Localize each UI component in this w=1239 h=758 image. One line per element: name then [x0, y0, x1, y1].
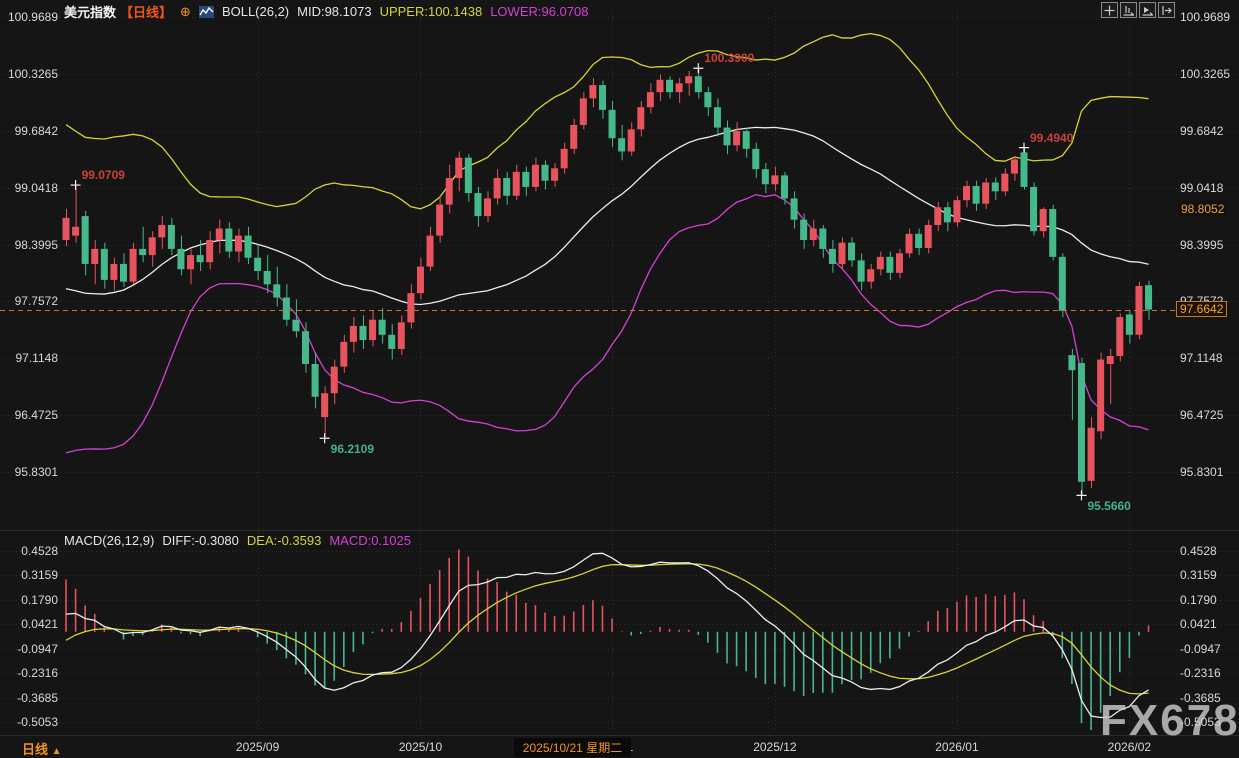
- period-selector[interactable]: 日线 ▲: [22, 739, 62, 758]
- x-axis-month-label: 2026/01: [935, 740, 979, 754]
- crosshair-date-badge: 2025/10/21 星期二: [514, 738, 631, 757]
- main-y-axis-label-left: 100.9689: [7, 10, 58, 24]
- macd-macd-value: MACD:0.1025: [329, 533, 411, 548]
- macd-y-axis-label-right: 0.1790: [1180, 592, 1217, 607]
- macd-y-axis-label-left: 0.3159: [21, 568, 58, 583]
- main-y-axis-label-right: 97.1148: [1180, 351, 1223, 366]
- chevron-up-icon: ▲: [51, 746, 62, 757]
- macd-header: MACD(26,12,9) DIFF:-0.3080 DEA:-0.3593 M…: [64, 533, 411, 548]
- main-y-axis-label-right: 100.3265: [1180, 66, 1231, 81]
- current-price-badge: 97.6642: [1176, 300, 1228, 317]
- x-axis-month-label: 2025/09: [235, 740, 280, 754]
- macd-y-axis-label-right: -0.2316: [1180, 666, 1221, 681]
- x-axis-month-label: 2025/12: [753, 740, 797, 754]
- macd-dea-value: DEA:-0.3593: [246, 533, 322, 548]
- main-y-axis-label-left: 96.4725: [14, 408, 58, 423]
- main-y-axis-label-right: 96.4725: [1180, 408, 1224, 423]
- main-y-axis-label-right: 99.0418: [1180, 180, 1224, 195]
- macd-y-axis-label-left: -0.3685: [17, 690, 58, 705]
- low-price-annotation: 95.5660: [1087, 499, 1131, 514]
- macd-y-axis-label-right: 0.0421: [1180, 617, 1217, 632]
- watermark: FX678: [1100, 696, 1239, 745]
- macd-y-axis-label-left: 0.4528: [21, 544, 58, 558]
- macd-indicator-label: MACD(26,12,9): [64, 533, 155, 548]
- period-selector-label: 日线: [22, 742, 49, 757]
- main-y-axis-label-left: 99.6842: [14, 123, 58, 138]
- macd-y-axis-label-right: 0.3159: [1180, 568, 1217, 583]
- macd-y-axis-label-right: -0.5053: [1180, 715, 1221, 729]
- boll-mid-value: MID:98.1073: [297, 4, 372, 19]
- symbol-title: 美元指数: [64, 5, 117, 20]
- main-y-axis-label-right: 100.9689: [1180, 10, 1231, 24]
- boll-upper-value: UPPER:100.1438: [379, 4, 483, 19]
- macd-y-axis-label-left: -0.5053: [17, 715, 58, 729]
- macd-y-axis-label-left: 0.0421: [21, 617, 58, 632]
- main-y-axis-label-left: 98.3995: [14, 237, 58, 252]
- macd-diff-value: DIFF:-0.3080: [162, 533, 239, 548]
- macd-y-axis-label-left: -0.0947: [17, 641, 58, 656]
- macd-y-axis-label-right: -0.3685: [1180, 690, 1221, 705]
- playback-icon[interactable]: [1139, 2, 1156, 18]
- chart-toolbar: [1101, 2, 1175, 18]
- macd-y-axis-label-left: 0.1790: [21, 592, 58, 607]
- main-y-axis-label-right: 95.8301: [1180, 465, 1224, 479]
- chart-type-icon[interactable]: [198, 5, 214, 18]
- main-y-axis-label-left: 97.7572: [14, 294, 58, 309]
- main-y-axis-label-left: 99.0418: [14, 180, 58, 195]
- chart-header: 美元指数 【日线】 ⊕ BOLL(26,2) MID:98.1073 UPPER:1…: [64, 2, 588, 21]
- goto-latest-icon[interactable]: [1158, 2, 1175, 18]
- main-y-axis-label-left: 95.8301: [14, 465, 58, 479]
- low-price-annotation: 96.2109: [330, 442, 375, 457]
- boll-lower-value: LOWER:96.0708: [490, 4, 589, 19]
- x-axis-month-label: 2026/02: [1107, 740, 1152, 754]
- scale-x-icon[interactable]: [1120, 2, 1137, 18]
- main-y-axis-label-left: 97.1148: [15, 351, 59, 366]
- main-y-axis-label-left: 100.3265: [7, 66, 58, 81]
- macd-y-axis-label-right: 0.4528: [1180, 544, 1217, 558]
- x-axis-month-label: 2025/10: [398, 740, 443, 754]
- high-price-annotation: 100.3900: [704, 51, 755, 66]
- high-price-annotation: 99.4940: [1030, 130, 1074, 145]
- macd-y-axis-label-right: -0.0947: [1180, 641, 1221, 656]
- pan-icon[interactable]: [1101, 2, 1118, 18]
- macd-y-axis-label-left: -0.2316: [17, 666, 58, 681]
- boll-indicator-label: BOLL(26,2): [221, 4, 290, 19]
- price-alert-badge: 98.8052: [1178, 200, 1228, 217]
- high-price-annotation: 99.0709: [81, 168, 125, 183]
- main-y-axis-label-right: 99.6842: [1180, 123, 1224, 138]
- period-tag: 【日线】: [120, 5, 173, 20]
- time-axis-bar: 日线 ▲ 2025/10/21 星期二 2025/09 2025/10 2025/1…: [0, 735, 1239, 758]
- main-y-axis-label-right: 98.3995: [1180, 237, 1224, 252]
- expand-icon[interactable]: ⊕: [180, 3, 191, 19]
